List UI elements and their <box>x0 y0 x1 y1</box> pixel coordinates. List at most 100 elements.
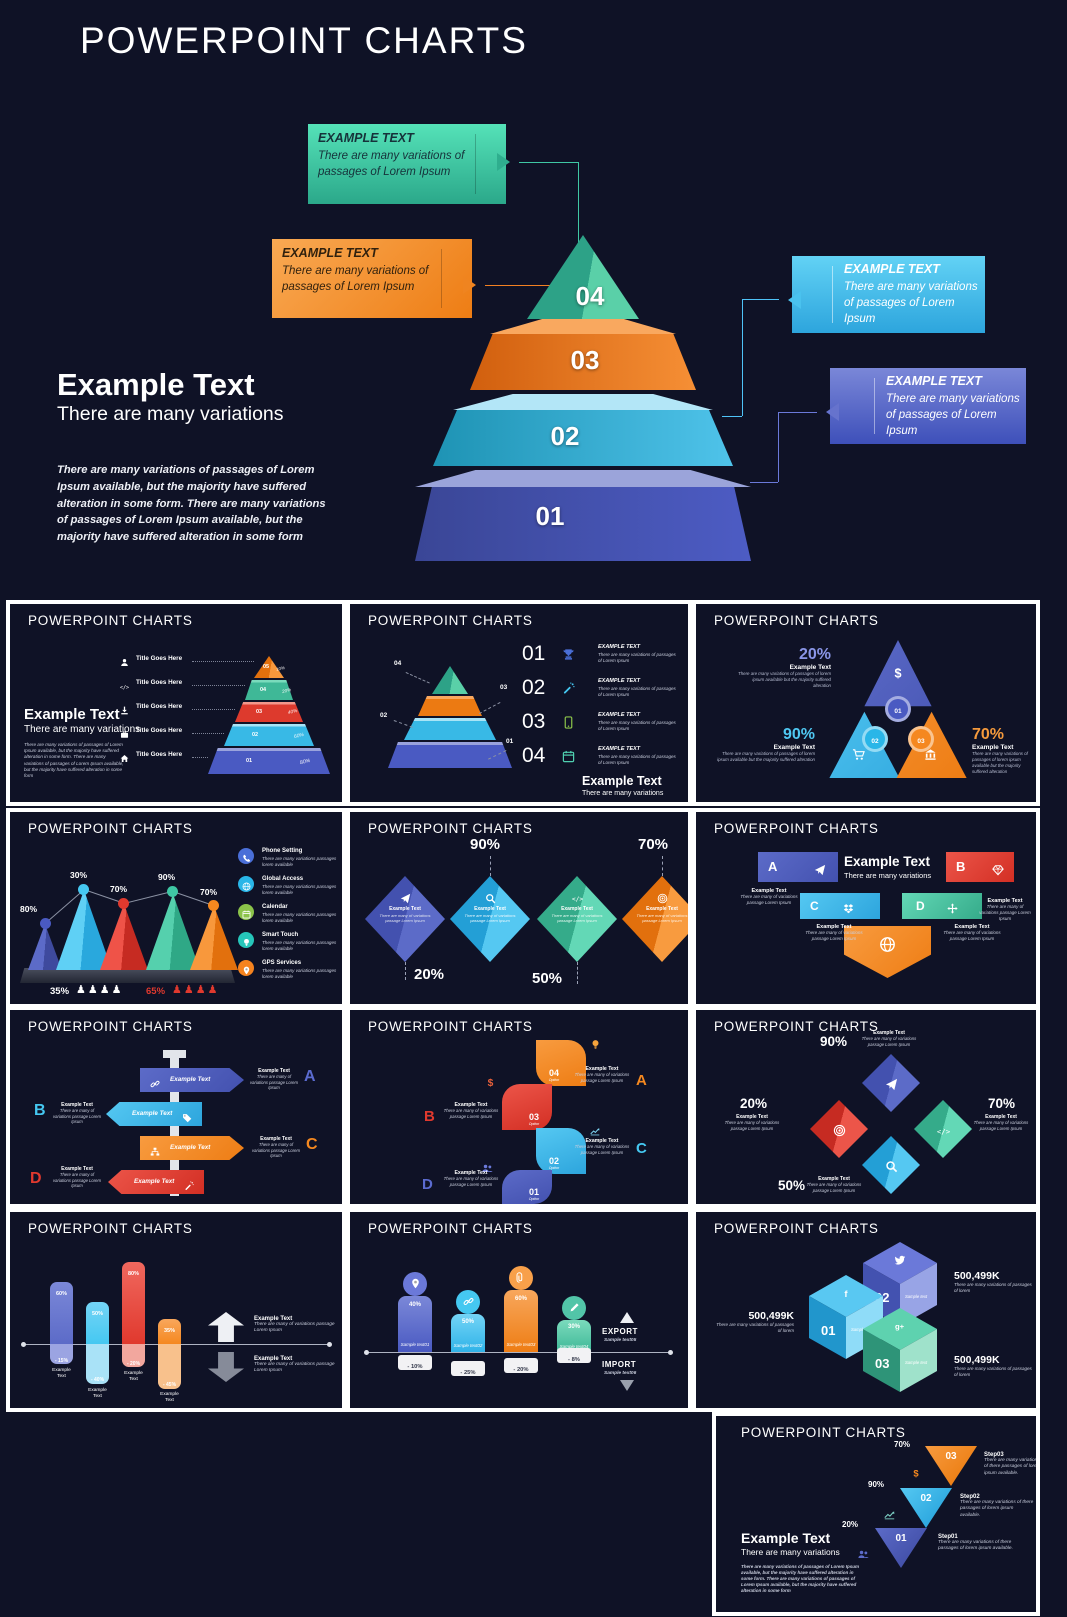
ribbon-word: Option <box>528 1122 540 1126</box>
globe-icon <box>879 936 896 953</box>
pointer-label: 01 <box>506 738 514 745</box>
slide-header: POWERPOINT CHARTS <box>714 613 879 628</box>
callout-level-03: EXAMPLE TEXT There are many variations o… <box>272 239 476 318</box>
step-triangle-02: 02 <box>900 1488 952 1528</box>
slide-thumb-signpost[interactable]: POWERPOINT CHARTS Example Text A Example… <box>10 1010 342 1204</box>
import-sub: Sample text06 <box>604 1371 637 1376</box>
ribbon-word: Option <box>528 1197 540 1201</box>
slide-header: POWERPOINT CHARTS <box>28 1221 193 1236</box>
cart-icon <box>852 748 865 761</box>
step-title: Step02 <box>960 1494 980 1500</box>
percent-above: 90% <box>470 836 501 853</box>
thumb-paragraph: There are many variations of passages of… <box>24 742 124 778</box>
stat-block: 90% Example Text There are many variatio… <box>710 726 815 763</box>
slide-thumb-zigzag-options[interactable]: POWERPOINT CHARTS 04 Option A Example Te… <box>350 1010 688 1204</box>
cone-percent: 90% <box>158 872 176 882</box>
slide-thumb-icon-bars[interactable]: POWERPOINT CHARTS 40% Sample text01 - 10… <box>350 1212 688 1408</box>
bar-sample-label: Sample text02 <box>453 1343 483 1348</box>
slide-header: POWERPOINT CHARTS <box>714 1019 879 1034</box>
bar-neg-value: - 40% <box>90 1377 105 1383</box>
caption-body: There are many of variations passage Lor… <box>979 904 1031 922</box>
connector-line <box>750 482 778 483</box>
slide-thumb-triangle-steps[interactable]: POWERPOINT CHARTS 03 02 01 70% 90% 20% S… <box>716 1416 1036 1612</box>
caption-title: Example Text <box>260 1136 292 1142</box>
level-number: 02 <box>252 732 259 738</box>
callout-level-04: EXAMPLE TEXT There are many variations o… <box>308 124 510 204</box>
slide-thumb-banners-globe[interactable]: POWERPOINT CHARTS Example Text There are… <box>696 812 1036 1004</box>
arrow-caption: Example Text There are many of variation… <box>254 1316 336 1335</box>
ribbon-word: Option <box>548 1166 560 1170</box>
segmented-triangle: 01 02 03 <box>828 640 968 778</box>
map-pin-icon <box>242 966 251 975</box>
diamond-body: There are many of variations passage Lor… <box>379 913 431 924</box>
calendar-icon <box>562 750 575 763</box>
axis-line <box>368 1352 670 1353</box>
level-number: 04 <box>260 687 267 693</box>
bar-value: 80% <box>127 1271 139 1277</box>
legend-body: There are many variations passages lorem… <box>262 912 337 924</box>
banner-b: B <box>946 852 1014 882</box>
banner-letter: A <box>768 859 778 874</box>
option-caption: Example Text There are many of variation… <box>442 1102 500 1120</box>
mini-level-03 <box>418 696 482 716</box>
home-icon <box>120 754 129 763</box>
cone-percent: 70% <box>110 884 128 894</box>
caption-body: There are many of variations passage Lor… <box>740 894 798 906</box>
twitter-icon <box>894 1254 906 1266</box>
phone-icon <box>242 854 251 863</box>
slide-header: POWERPOINT CHARTS <box>368 821 533 836</box>
caption-body: There are many of variations passage Lor… <box>254 1362 335 1374</box>
mini-level-02 <box>224 724 314 746</box>
step-caption: Step01 There are many variations of ther… <box>938 1534 1018 1553</box>
bar-down-2: - 40% <box>86 1344 109 1384</box>
facebook-icon <box>840 1287 852 1299</box>
slide-thumb-pyramid-numbers[interactable]: POWERPOINT CHARTS 04 03 02 01 01 EXAMPLE… <box>350 604 688 802</box>
petal-caption: Example Text There are many of variation… <box>970 1114 1032 1131</box>
slide-thumb-updown-bars[interactable]: POWERPOINT CHARTS 60% - 15% Example Text… <box>10 1212 342 1408</box>
bar-below-value: - 20% <box>513 1367 529 1373</box>
leader-line <box>192 661 254 662</box>
percent-below: 20% <box>414 966 445 983</box>
caption-title: Example Text <box>954 924 990 930</box>
caption-title: Example Text <box>873 1030 905 1036</box>
export-label: EXPORT <box>602 1327 638 1336</box>
sign-letter-a: A <box>304 1068 316 1085</box>
slide-thumb-pyramid-list[interactable]: POWERPOINT CHARTS Example Text There are… <box>10 604 342 802</box>
item-body: There are many variations of passages of… <box>598 686 676 698</box>
step-triangle-03: 03 <box>925 1446 977 1486</box>
slide-thumb-triangle-percents[interactable]: POWERPOINT CHARTS 01 02 03 20% Example T… <box>696 604 1036 802</box>
caption-title: Example Text <box>751 888 787 894</box>
option-caption: Example Text There are many of variation… <box>572 1066 632 1084</box>
cone-2 <box>56 890 112 970</box>
callout-body: There are many variations of passages of… <box>844 281 978 326</box>
connector-line <box>722 416 742 417</box>
stat-body: There are many variations of passages of… <box>954 1366 1032 1378</box>
search-icon <box>485 893 496 904</box>
caption-title: Example Text <box>258 1068 290 1074</box>
slide-thumb-diamond-row[interactable]: POWERPOINT CHARTS Example Text Example T… <box>350 812 688 1004</box>
caption-body: There are many of variations passage Lor… <box>805 930 863 942</box>
slide-thumb-cones[interactable]: POWERPOINT CHARTS 80% 30% 70% 90% 70% Ph… <box>10 812 342 1004</box>
stat-block: 70% Example Text There are many variatio… <box>972 726 1032 775</box>
bulb-icon <box>242 938 251 947</box>
slide-thumb-social-cubes[interactable]: POWERPOINT CHARTS 02 Sample text 01 Samp… <box>696 1212 1036 1408</box>
option-letter-a: A <box>636 1072 647 1089</box>
tag-icon <box>182 1113 192 1123</box>
pointer-dash <box>393 720 413 728</box>
step-number: 01 <box>895 1533 907 1544</box>
pencil-icon <box>569 1302 580 1313</box>
legend-body: There are many variations passages lorem… <box>262 940 337 952</box>
slide-thumb-diamond-flower[interactable]: POWERPOINT CHARTS 90% Example Text There… <box>696 1010 1036 1204</box>
bar-down-4: - 45% <box>158 1344 181 1389</box>
percent-dash <box>577 962 578 984</box>
trend-dot <box>167 886 178 897</box>
cube-03: 03 Sample text <box>863 1308 937 1392</box>
export-sub: Sample text05 <box>604 1338 637 1343</box>
banner-c: C <box>800 893 880 919</box>
caption-body: There are many of variations passage Lor… <box>574 1144 630 1155</box>
item-body: There are many variations of passages of… <box>598 652 676 664</box>
dollar-icon <box>910 1467 922 1479</box>
sign-label: Example Text <box>170 1076 211 1083</box>
caption-body: There are many of variations passage Lor… <box>443 1176 499 1187</box>
connector-line <box>778 412 779 482</box>
